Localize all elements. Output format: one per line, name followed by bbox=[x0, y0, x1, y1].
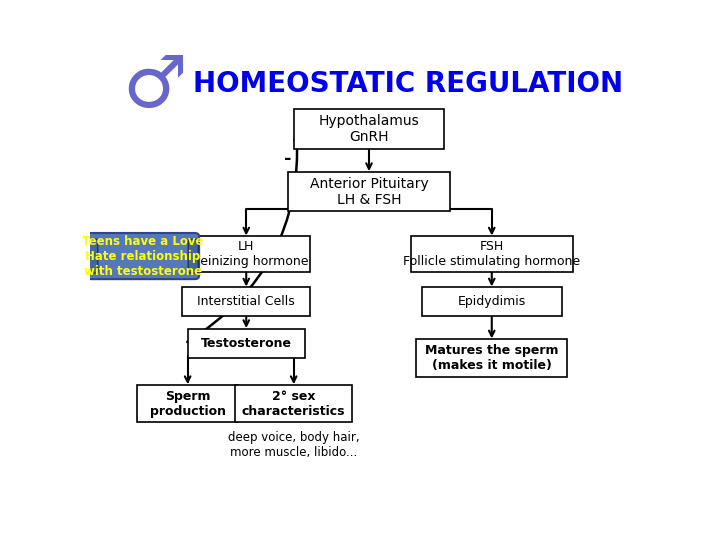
FancyBboxPatch shape bbox=[294, 110, 444, 149]
Text: HOMEOSTATIC REGULATION: HOMEOSTATIC REGULATION bbox=[193, 70, 623, 98]
Text: LH
luteinizing hormone: LH luteinizing hormone bbox=[184, 240, 308, 268]
Text: Anterior Pituitary
LH & FSH: Anterior Pituitary LH & FSH bbox=[310, 177, 428, 207]
Text: 2° sex
characteristics: 2° sex characteristics bbox=[242, 390, 346, 417]
Text: -: - bbox=[284, 150, 292, 168]
FancyBboxPatch shape bbox=[411, 237, 572, 272]
Text: Sperm
production: Sperm production bbox=[150, 390, 225, 417]
Text: FSH
Follicle stimulating hormone: FSH Follicle stimulating hormone bbox=[403, 240, 580, 268]
Text: Epidydimis: Epidydimis bbox=[458, 295, 526, 308]
FancyBboxPatch shape bbox=[188, 329, 305, 358]
Text: Matures the sperm
(makes it motile): Matures the sperm (makes it motile) bbox=[425, 344, 559, 372]
FancyBboxPatch shape bbox=[235, 385, 352, 422]
Text: Testosterone: Testosterone bbox=[201, 337, 292, 350]
FancyBboxPatch shape bbox=[87, 233, 199, 279]
FancyBboxPatch shape bbox=[422, 287, 562, 316]
FancyBboxPatch shape bbox=[182, 287, 310, 316]
Text: ♂: ♂ bbox=[122, 53, 186, 122]
FancyBboxPatch shape bbox=[416, 339, 567, 377]
FancyBboxPatch shape bbox=[88, 239, 98, 273]
FancyBboxPatch shape bbox=[188, 239, 198, 273]
Text: Interstitial Cells: Interstitial Cells bbox=[197, 295, 295, 308]
Text: Hypothalamus
GnRH: Hypothalamus GnRH bbox=[319, 114, 419, 144]
FancyBboxPatch shape bbox=[138, 385, 238, 422]
FancyBboxPatch shape bbox=[288, 172, 450, 211]
Text: deep voice, body hair,
more muscle, libido...: deep voice, body hair, more muscle, libi… bbox=[228, 431, 359, 459]
FancyBboxPatch shape bbox=[182, 237, 310, 272]
Text: Teens have a Love
Hate relationship
with testosterone: Teens have a Love Hate relationship with… bbox=[82, 234, 204, 278]
